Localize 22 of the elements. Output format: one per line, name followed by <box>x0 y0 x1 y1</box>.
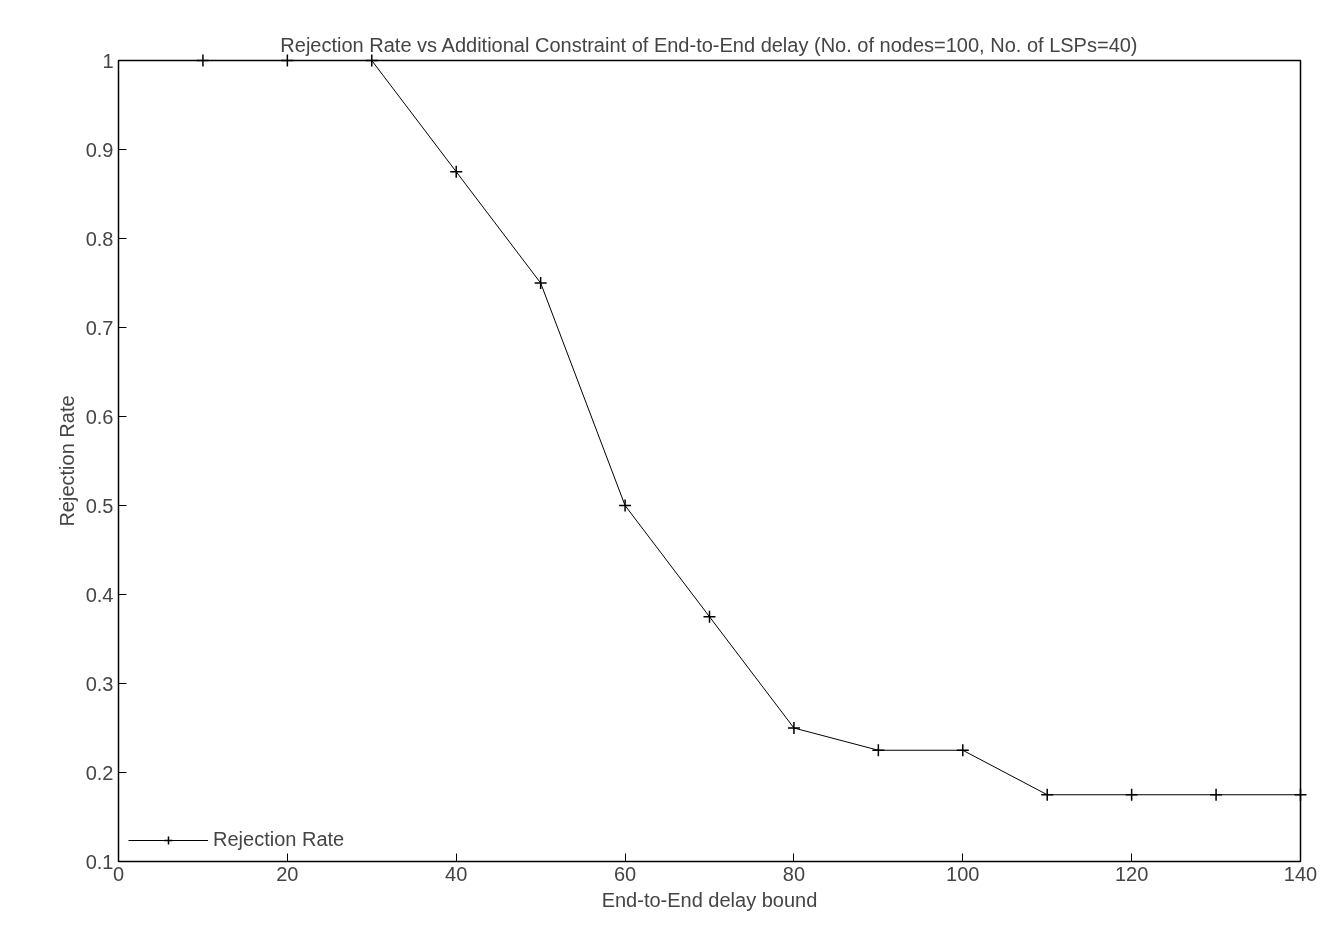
x-tick-label: 140 <box>1283 862 1318 885</box>
y-tick-label: 1 <box>102 49 114 72</box>
y-tick-label: 0.8 <box>85 227 114 250</box>
chart-title: Rejection Rate vs Additional Constraint of End-to-End delay (No. of nodes=100, No. of LSPs=40) <box>280 33 1138 56</box>
y-tick-label: 0.9 <box>85 138 114 161</box>
y-axis-title: Rejection Rate <box>55 395 78 527</box>
y-tick-label: 0.7 <box>85 316 114 339</box>
y-tick-label: 0.3 <box>85 672 114 695</box>
x-tick-label: 120 <box>1114 862 1149 885</box>
legend-label: Rejection Rate <box>213 828 345 851</box>
y-tick-label: 0.2 <box>85 761 114 784</box>
x-axis-title: End-to-End delay bound <box>601 888 818 911</box>
y-tick-label: 0.1 <box>85 850 114 873</box>
x-tick-label: 60 <box>613 862 637 885</box>
y-tick-label: 0.4 <box>85 583 114 606</box>
x-tick-label: 0 <box>112 862 125 885</box>
x-tick-label: 40 <box>445 862 468 885</box>
x-tick-label: 100 <box>946 862 980 885</box>
x-tick-label: 80 <box>782 862 806 885</box>
y-tick-label: 0.5 <box>85 494 114 517</box>
x-tick-label: 20 <box>276 862 299 885</box>
y-tick-label: 0.6 <box>85 405 114 428</box>
